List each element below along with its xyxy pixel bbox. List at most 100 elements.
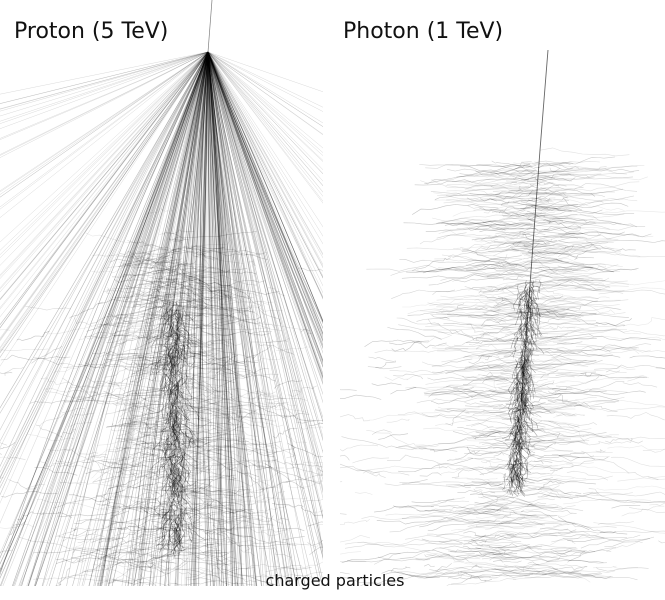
particle-track — [63, 398, 123, 403]
particle-track — [473, 509, 502, 513]
particle-track — [525, 181, 640, 192]
particle-track — [588, 329, 665, 337]
particle-track — [523, 372, 530, 386]
particle-track — [162, 471, 174, 490]
particle-track — [111, 501, 157, 510]
particle-track — [574, 227, 654, 238]
particle-track — [105, 51, 209, 586]
particle-track — [477, 402, 582, 409]
particle-track — [544, 478, 575, 482]
particle-track — [520, 383, 529, 403]
particle-track — [182, 385, 201, 392]
particle-track — [92, 249, 179, 257]
particle-track — [164, 382, 171, 397]
particle-track — [472, 286, 493, 288]
particle-track — [207, 51, 236, 586]
particle-track — [58, 454, 107, 467]
particle-track — [135, 491, 154, 499]
particle-track — [141, 428, 181, 435]
particle-track — [515, 463, 558, 467]
particle-track — [188, 301, 270, 329]
particle-track — [369, 410, 451, 421]
particle-track — [174, 349, 181, 366]
particle-track — [288, 481, 323, 488]
particle-track — [140, 306, 161, 310]
particle-track — [107, 313, 134, 328]
particle-track — [514, 393, 521, 411]
particle-track — [191, 345, 219, 357]
particle-track — [464, 375, 480, 380]
particle-track — [174, 401, 227, 420]
particle-track — [510, 465, 514, 483]
particle-track — [389, 341, 447, 349]
particle-track — [164, 503, 168, 524]
particle-track — [207, 51, 221, 586]
particle-track — [543, 228, 584, 235]
particle-track — [340, 560, 367, 562]
particle-track — [180, 507, 184, 528]
particle-track — [522, 274, 611, 288]
particle-track — [533, 533, 650, 542]
particle-track — [480, 458, 500, 464]
particle-track — [103, 350, 170, 361]
particle-track — [0, 51, 209, 352]
particle-track — [68, 576, 124, 581]
particle-track — [557, 516, 616, 534]
particle-track — [457, 571, 484, 579]
particle-track — [149, 513, 178, 518]
particle-track — [0, 51, 209, 139]
particle-track — [180, 396, 219, 405]
particle-track — [165, 407, 171, 421]
particle-track — [553, 523, 570, 527]
particle-track — [479, 490, 494, 501]
particle-track — [92, 472, 137, 483]
particle-track — [287, 467, 323, 475]
particle-track — [153, 526, 180, 536]
particle-track — [528, 302, 532, 322]
particle-track — [162, 375, 178, 389]
particle-track — [178, 462, 184, 478]
particle-track — [253, 345, 271, 359]
particle-track — [174, 403, 191, 421]
particle-track — [179, 402, 185, 418]
particle-track — [131, 51, 209, 586]
particle-track — [524, 321, 530, 336]
particle-track — [525, 213, 617, 225]
particle-track — [155, 321, 188, 325]
particle-track — [519, 317, 528, 333]
particle-track — [517, 359, 563, 365]
particle-track — [554, 393, 577, 404]
particle-track — [170, 480, 180, 500]
particle-track — [475, 322, 541, 329]
particle-track — [528, 405, 588, 409]
particle-track — [207, 51, 293, 586]
particle-track — [152, 518, 171, 528]
particle-track — [165, 334, 197, 338]
particle-track — [505, 248, 569, 256]
particle-track — [621, 505, 665, 517]
particle-track — [207, 51, 323, 349]
particle-track — [95, 548, 129, 552]
particle-track — [526, 342, 531, 357]
particle-track — [505, 533, 538, 538]
particle-track — [521, 355, 526, 377]
particle-track — [167, 336, 175, 355]
particle-track — [440, 294, 530, 301]
particle-track — [188, 509, 275, 526]
particle-track — [464, 389, 517, 394]
particle-track — [407, 384, 477, 391]
particle-track — [207, 51, 263, 586]
particle-track — [165, 360, 189, 366]
particle-track — [163, 352, 172, 370]
particle-track — [168, 505, 173, 521]
particle-track — [207, 51, 323, 300]
particle-track — [366, 430, 439, 448]
particle-track — [199, 51, 212, 586]
particle-track — [499, 416, 546, 428]
particle-track — [533, 460, 544, 465]
particle-track — [479, 295, 508, 300]
particle-track — [170, 411, 176, 434]
particle-track — [171, 420, 177, 437]
particle-track — [181, 365, 231, 371]
particle-track — [524, 484, 572, 496]
